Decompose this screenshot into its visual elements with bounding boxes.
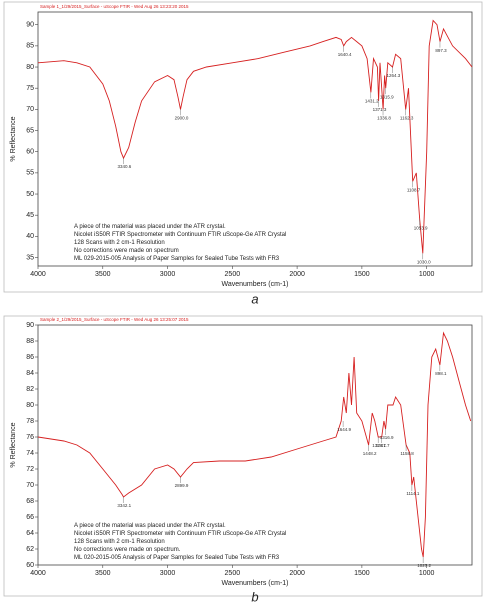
- x-tick-label: 3000: [160, 271, 176, 278]
- panel-border: [3, 1, 483, 293]
- panel-border: [3, 315, 483, 597]
- x-tick-label: 1500: [354, 271, 370, 278]
- peak-label: 1431.2: [365, 99, 379, 104]
- y-tick-label: 78: [26, 418, 34, 425]
- y-tick-label: 70: [26, 482, 34, 489]
- peak-label: 3342.1: [117, 503, 131, 508]
- y-tick-label: 55: [26, 170, 34, 177]
- y-tick-label: 66: [26, 514, 34, 521]
- peak-label: 1162.3: [400, 116, 414, 121]
- peak-label: 2900.0: [175, 116, 189, 121]
- y-tick-label: 50: [26, 191, 34, 198]
- note-line: No corrections were made on spectrum: [74, 248, 179, 254]
- peak-label: 1158.8: [400, 451, 414, 456]
- peak-label: 1336.8: [377, 116, 391, 121]
- header: Sample 1_1/29/2015_Surface - uScope FTIR…: [40, 4, 189, 9]
- x-tick-label: 3000: [160, 570, 176, 577]
- note-line: No corrections were made on spectrum.: [74, 547, 181, 553]
- panel-label: a: [251, 291, 258, 306]
- peak-label: 1315.9: [380, 94, 394, 99]
- note-line: A piece of the material was placed under…: [74, 523, 226, 529]
- y-tick-label: 80: [26, 402, 34, 409]
- y-tick-label: 72: [26, 466, 34, 473]
- y-tick-label: 64: [26, 530, 34, 537]
- peak-label: 1316.9: [380, 435, 394, 440]
- plot-frame: [37, 11, 473, 267]
- note-line: ML 020-2015-005 Analysis of Paper Sample…: [74, 555, 280, 561]
- y-tick-label: 90: [26, 322, 34, 329]
- x-tick-label: 4000: [30, 570, 46, 577]
- x-tick-label: 2000: [289, 271, 305, 278]
- x-tick-label: 1500: [354, 570, 370, 577]
- header: Sample 2_1/29/2015_Surface - uScope FTIR…: [40, 317, 189, 322]
- peak-label: 1347.7: [376, 443, 390, 448]
- y-axis-title: % Reflectance: [10, 116, 17, 161]
- note-line: Nicolet iS50R FTIR Spectrometer with Con…: [74, 531, 286, 537]
- y-tick-label: 35: [26, 254, 34, 261]
- y-tick-label: 60: [26, 562, 34, 569]
- y-tick-label: 70: [26, 106, 34, 113]
- x-tick-label: 3500: [95, 271, 111, 278]
- peak-label: 897.3: [435, 48, 447, 53]
- y-tick-label: 84: [26, 370, 34, 377]
- x-axis-title: Wavenumbers (cm-1): [221, 580, 288, 587]
- peak-label: 1264.3: [387, 73, 401, 78]
- x-tick-label: 1000: [419, 271, 435, 278]
- peak-label: 1448.2: [363, 451, 377, 456]
- peak-label: 1027.2: [417, 563, 431, 568]
- y-tick-label: 85: [26, 43, 34, 50]
- spectrum-line: [37, 19, 473, 254]
- y-axis-title: % Reflectance: [10, 422, 17, 467]
- x-tick-label: 4000: [30, 271, 46, 278]
- y-tick-label: 62: [26, 546, 34, 553]
- peak-label: 1030.0: [417, 259, 431, 264]
- y-tick-label: 45: [26, 212, 34, 219]
- peak-label: 1374.1: [372, 443, 386, 448]
- peak-label: 2899.9: [175, 483, 189, 488]
- spectrum-line: [37, 331, 472, 558]
- x-tick-label: 1000: [419, 570, 435, 577]
- y-tick-label: 40: [26, 233, 34, 240]
- note-line: 128 Scans with 2 cm-1 Resolution: [74, 539, 165, 545]
- x-axis-title: Wavenumbers (cm-1): [221, 281, 288, 288]
- note-line: ML 029-2015-005 Analysis of Paper Sample…: [74, 256, 280, 262]
- y-tick-label: 86: [26, 354, 34, 361]
- y-tick-label: 74: [26, 450, 34, 457]
- y-tick-label: 80: [26, 64, 34, 71]
- peak-label: 1644.9: [337, 427, 351, 432]
- peak-label: 3340.6: [118, 164, 132, 169]
- note-line: 128 Scans with 2 cm-1 Resolution: [74, 240, 165, 246]
- x-tick-label: 2500: [225, 570, 241, 577]
- y-tick-label: 60: [26, 149, 34, 156]
- plot-frame: [37, 324, 473, 566]
- y-tick-label: 75: [26, 85, 34, 92]
- y-tick-label: 68: [26, 498, 34, 505]
- note-line: Nicolet iS50R FTIR Spectrometer with Con…: [74, 232, 286, 238]
- y-tick-label: 65: [26, 127, 34, 134]
- x-tick-label: 2000: [289, 570, 305, 577]
- peak-label: 1114.1: [406, 491, 420, 496]
- peak-label: 1371.3: [373, 107, 387, 112]
- peak-label: 1053.9: [414, 226, 428, 231]
- x-tick-label: 2500: [225, 271, 241, 278]
- y-tick-label: 88: [26, 338, 34, 345]
- peak-label: 1108.7: [407, 188, 421, 193]
- y-tick-label: 82: [26, 386, 34, 393]
- y-tick-label: 90: [26, 22, 34, 29]
- note-line: A piece of the material was placed under…: [74, 224, 226, 230]
- peak-label: 898.1: [435, 371, 447, 376]
- y-tick-label: 76: [26, 434, 34, 441]
- x-tick-label: 3500: [95, 570, 111, 577]
- peak-label: 1640.4: [338, 52, 352, 57]
- panel-label: b: [251, 589, 258, 604]
